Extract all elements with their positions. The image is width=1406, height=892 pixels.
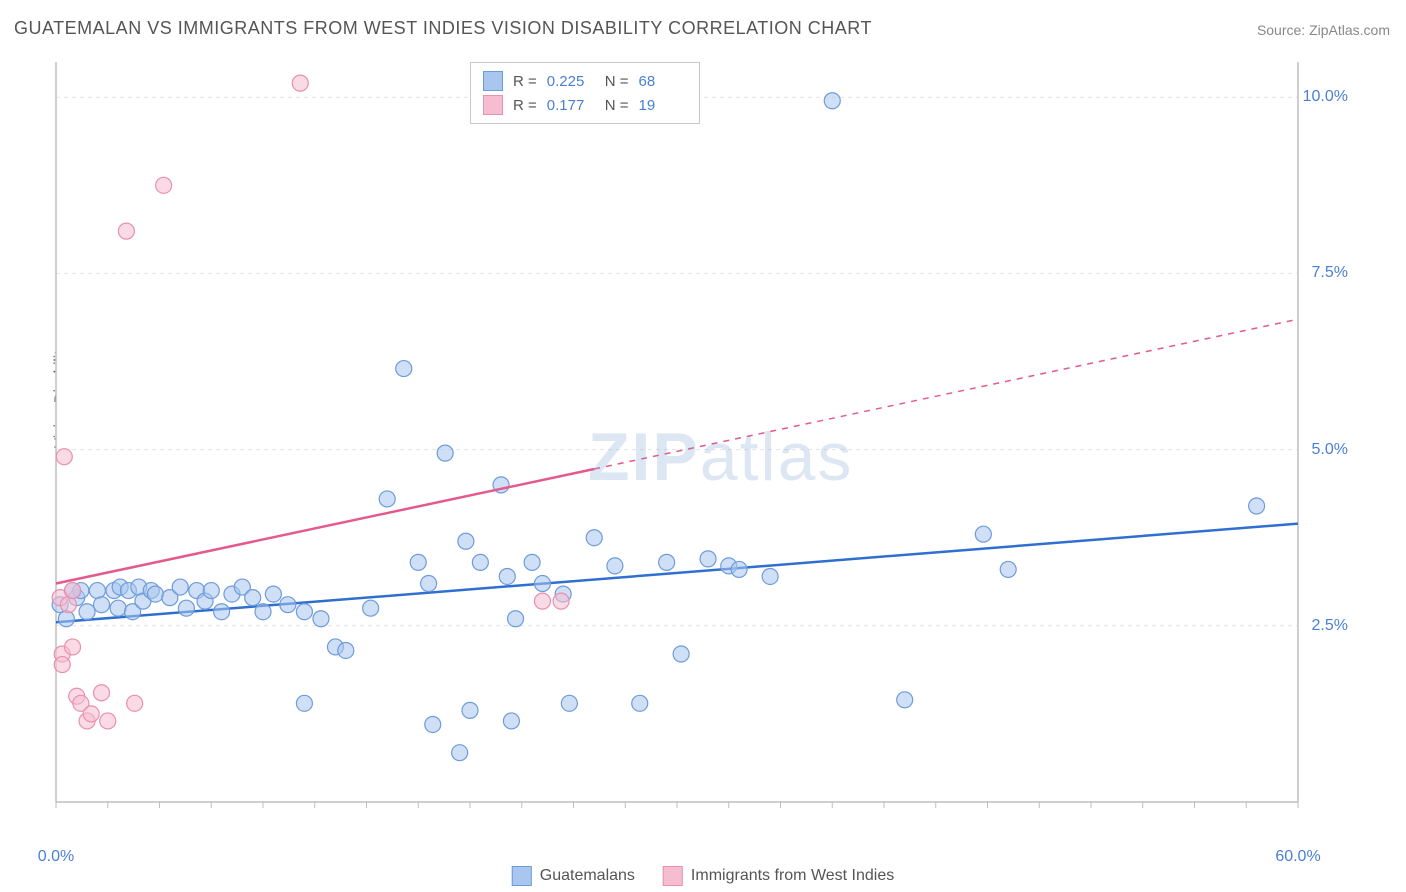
legend-swatch — [663, 866, 683, 886]
chart-canvas — [48, 58, 1358, 838]
stats-legend: R =0.225N =68R =0.177N =19 — [470, 62, 700, 124]
legend-swatch — [483, 95, 503, 115]
series-label: Guatemalans — [540, 867, 635, 885]
n-value: 19 — [639, 97, 687, 114]
n-value: 68 — [639, 73, 687, 90]
x-tick-label: 0.0% — [38, 848, 74, 866]
y-tick-label: 5.0% — [1312, 441, 1348, 459]
x-tick-label: 60.0% — [1275, 848, 1320, 866]
series-legend: Guatemalans Immigrants from West Indies — [512, 866, 894, 886]
y-tick-label: 7.5% — [1312, 264, 1348, 282]
stats-legend-row: R =0.177N =19 — [483, 93, 687, 117]
series-legend-item: Guatemalans — [512, 866, 635, 886]
series-label: Immigrants from West Indies — [691, 867, 894, 885]
y-tick-label: 2.5% — [1312, 617, 1348, 635]
series-legend-item: Immigrants from West Indies — [663, 866, 894, 886]
chart-title: GUATEMALAN VS IMMIGRANTS FROM WEST INDIE… — [14, 18, 872, 39]
r-value: 0.177 — [547, 97, 595, 114]
y-tick-label: 10.0% — [1303, 88, 1348, 106]
scatter-plot: Vision Disability R =0.225N =68R =0.177N… — [48, 58, 1358, 838]
stats-legend-row: R =0.225N =68 — [483, 69, 687, 93]
legend-swatch — [512, 866, 532, 886]
source-attribution: Source: ZipAtlas.com — [1257, 22, 1390, 38]
r-value: 0.225 — [547, 73, 595, 90]
legend-swatch — [483, 71, 503, 91]
